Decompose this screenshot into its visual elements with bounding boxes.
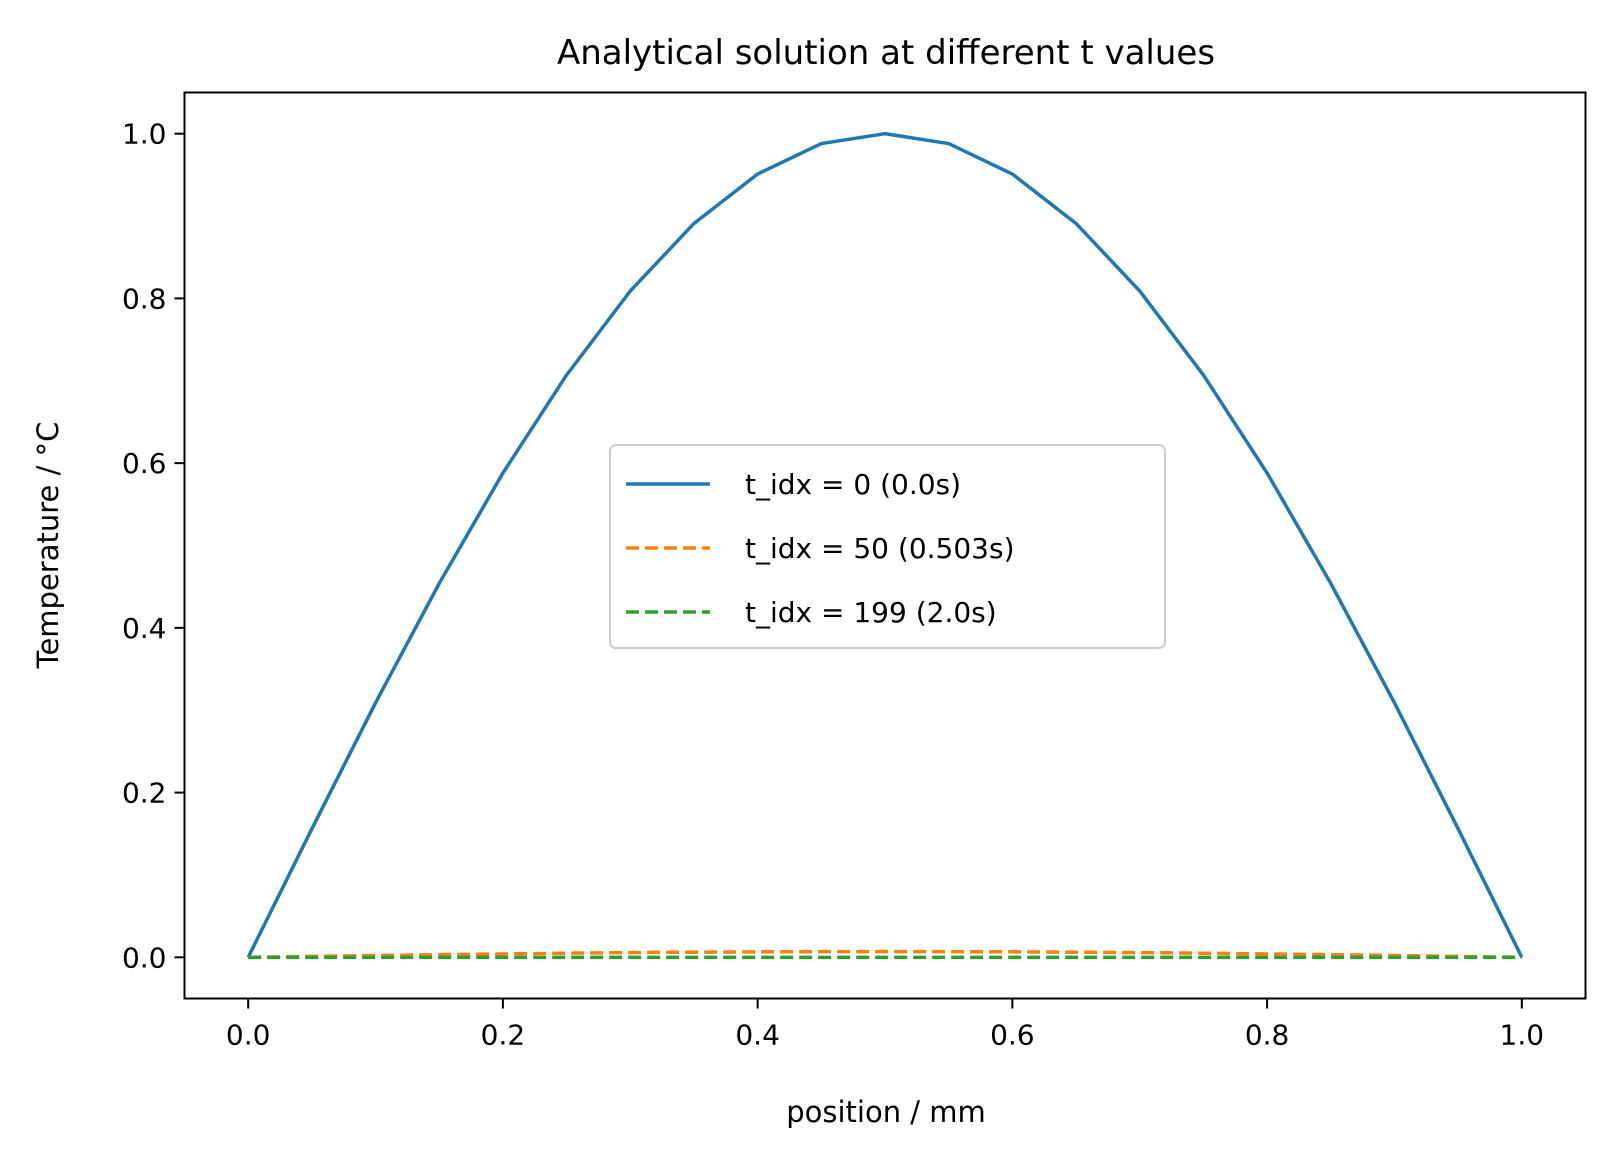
x-tick-label: 0.8 bbox=[1245, 1019, 1290, 1052]
x-axis: 0.0 0.2 0.4 0.6 0.8 1.0 bbox=[226, 998, 1545, 1052]
x-tick-label: 0.0 bbox=[226, 1019, 271, 1052]
legend-box bbox=[609, 444, 1166, 649]
y-tick-label: 1.0 bbox=[122, 118, 167, 151]
legend-label: t_idx = 199 (2.0s) bbox=[745, 596, 997, 629]
y-tick-label: 0.8 bbox=[122, 282, 167, 315]
legend-label: t_idx = 0 (0.0s) bbox=[745, 468, 961, 501]
x-axis-label: position / mm bbox=[786, 1095, 986, 1129]
y-tick-label: 0.2 bbox=[122, 777, 167, 810]
x-tick-label: 0.6 bbox=[990, 1019, 1035, 1052]
x-tick-label: 1.0 bbox=[1500, 1019, 1545, 1052]
series-line-1 bbox=[246, 131, 1524, 959]
y-axis-label: Temperature / °C bbox=[31, 422, 65, 670]
chart-title: Analytical solution at different t value… bbox=[557, 33, 1215, 73]
legend: t_idx = 0 (0.0s) t_idx = 50 (0.503s) t_idx… bbox=[609, 444, 1166, 649]
x-tick-label: 0.2 bbox=[481, 1019, 526, 1052]
y-tick-label: 0.6 bbox=[122, 447, 167, 480]
plot-frame bbox=[183, 91, 1587, 1000]
y-tick-label: 0.0 bbox=[122, 941, 167, 974]
x-tick-label: 0.4 bbox=[735, 1019, 780, 1052]
plot-lines bbox=[246, 131, 1524, 960]
y-axis: 0.0 0.2 0.4 0.6 0.8 1.0 bbox=[122, 118, 185, 974]
series-line-2 bbox=[248, 949, 1522, 960]
legend-label: t_idx = 50 (0.503s) bbox=[745, 532, 1015, 565]
y-tick-label: 0.4 bbox=[122, 612, 167, 645]
